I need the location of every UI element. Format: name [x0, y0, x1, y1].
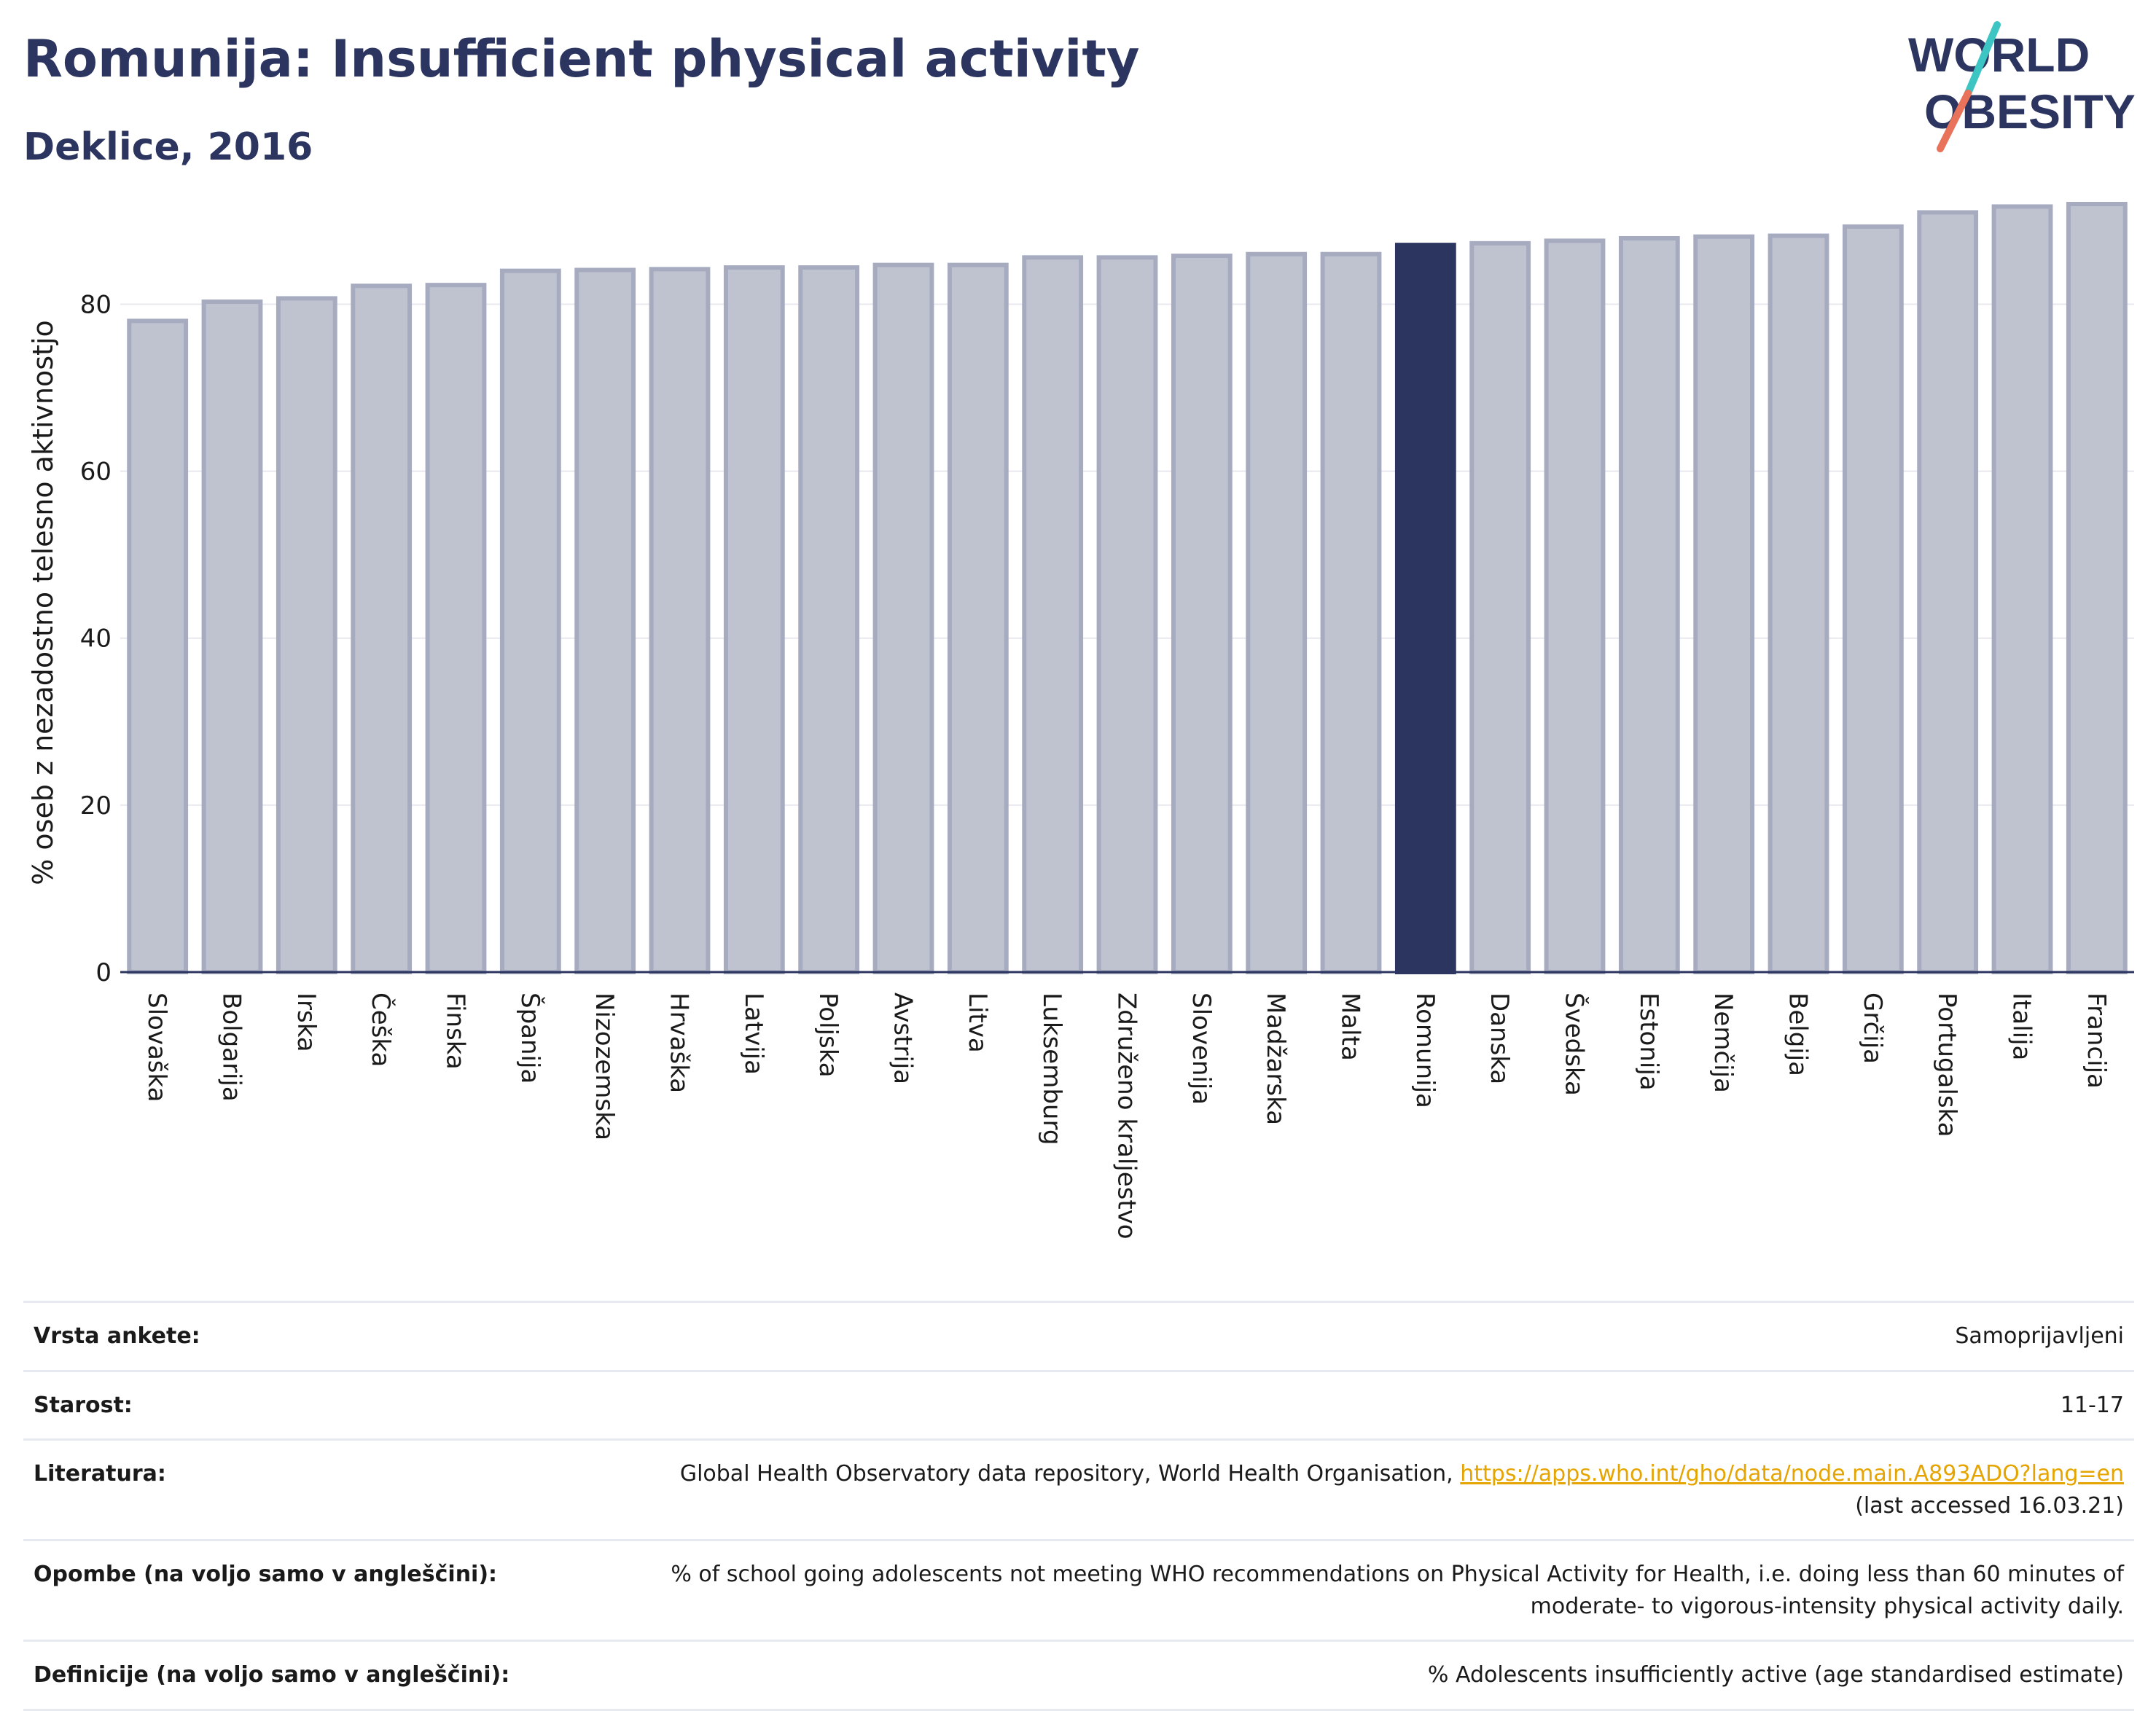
info-row-notes: Opombe (na voljo samo v angleščini): % o… [23, 1540, 2134, 1641]
x-tick-label: Belgija [1784, 992, 1813, 1076]
x-tick-label: Irska [292, 992, 321, 1052]
bar [1917, 210, 1979, 974]
bar [1022, 255, 1084, 975]
x-tick-label: Nemčija [1708, 992, 1738, 1093]
x-tick-label: Slovenija [1187, 992, 1216, 1105]
info-row-literature: Literatura: Global Health Observatory da… [23, 1439, 2134, 1540]
x-tick-label: Češka [366, 992, 396, 1067]
literature-source: Global Health Observatory data repositor… [679, 1461, 1453, 1487]
bar [1693, 234, 1755, 974]
bar [798, 265, 860, 974]
x-tick-label: Francija [2082, 992, 2111, 1089]
info-key: Opombe (na voljo samo v angleščini): [34, 1562, 498, 1587]
bar [723, 265, 785, 974]
y-tick-label: 80 [80, 290, 112, 319]
page-title: Romunija: Insufficient physical activity [23, 29, 1140, 89]
info-key: Definicije (na voljo samo v angleščini): [34, 1662, 510, 1688]
literature-link[interactable]: https://apps.who.int/gho/data/node.main.… [1460, 1461, 2124, 1487]
bar [351, 283, 413, 974]
y-tick-label: 60 [80, 458, 112, 487]
y-axis-label: % oseb z nezadostno telesno aktivnostjo [27, 320, 59, 885]
bar [1768, 233, 1829, 974]
bar [1096, 255, 1158, 975]
bar [1320, 251, 1382, 974]
bar [425, 283, 487, 975]
logo-line1: WORLD [1908, 28, 2090, 82]
world-obesity-logo: WORLD OBESITY [1908, 21, 2136, 152]
x-tick-label: Grčija [1858, 992, 1887, 1064]
x-tick-label: Slovaška [142, 992, 171, 1102]
bar [947, 262, 1009, 974]
x-tick-label: Španija [515, 992, 545, 1084]
bar [649, 267, 711, 975]
bar [127, 318, 189, 974]
x-tick-label: Italija [2007, 992, 2036, 1060]
bar-chart: 0 20 40 60 80 % oseb z nezadostno telesno akt… [27, 202, 2134, 1240]
bar [1991, 204, 2053, 974]
x-tick-label: Švedska [1560, 992, 1590, 1096]
x-tick-label: Hrvaška [665, 992, 694, 1093]
x-tick-label: Avstrija [888, 992, 918, 1084]
bar [1246, 251, 1308, 974]
bar [1469, 240, 1531, 974]
x-tick-label: Madžarska [1261, 992, 1290, 1125]
x-tick-label: Portugalska [1932, 992, 1961, 1137]
info-row-definitions: Definicije (na voljo samo v angleščini):… [23, 1640, 2134, 1710]
bar [276, 296, 337, 975]
x-tick-label: Nizozemska [590, 992, 619, 1140]
info-table: Vrsta ankete: Samoprijavljeni Starost: 1… [23, 1301, 2134, 1711]
info-value: % Adolescents insufficiently active (age… [1427, 1662, 2124, 1688]
logo-slash-top [1964, 21, 2001, 97]
info-value-literature: Global Health Observatory data repositor… [554, 1440, 2134, 1540]
info-row-age: Starost: 11-17 [23, 1371, 2134, 1440]
bar [499, 268, 561, 974]
x-tick-label: Luksemburg [1037, 992, 1066, 1145]
x-tick-label: Romunija [1410, 992, 1440, 1108]
info-key: Vrsta ankete: [34, 1323, 200, 1349]
bar [574, 267, 636, 974]
info-value: Samoprijavljeni [1955, 1323, 2124, 1349]
bar [1171, 254, 1233, 974]
literature-accessed: (last accessed 16.03.21) [1855, 1492, 2124, 1519]
x-tick-label: Malta [1336, 992, 1365, 1061]
info-value: 11-17 [2060, 1392, 2124, 1418]
x-tick-label: Estonija [1634, 992, 1663, 1091]
x-tick-label: Bolgarija [217, 992, 246, 1102]
bar [1394, 243, 1456, 974]
bar [1842, 224, 1904, 974]
info-row-survey: Vrsta ankete: Samoprijavljeni [23, 1301, 2134, 1371]
x-tick-label: Poljska [813, 992, 843, 1078]
x-tick-label: Danska [1485, 992, 1514, 1084]
x-tick-label: Združeno kraljestvo [1112, 992, 1141, 1240]
bar [2066, 202, 2128, 974]
x-tick-label: Finska [441, 992, 470, 1070]
y-tick-label: 20 [80, 791, 112, 821]
logo-slash-bottom [1937, 90, 1972, 152]
bar [1544, 238, 1606, 974]
bar [872, 262, 934, 974]
info-value: % of school going adolescents not meetin… [671, 1562, 2124, 1619]
y-tick-label: 0 [95, 958, 112, 987]
info-key: Starost: [34, 1392, 133, 1418]
page-subtitle: Deklice, 2016 [23, 125, 313, 169]
x-tick-label: Litva [963, 992, 992, 1053]
info-key: Literatura: [34, 1461, 166, 1487]
y-tick-label: 40 [80, 625, 112, 654]
x-tick-label: Latvija [739, 992, 768, 1075]
bar [1618, 235, 1680, 974]
bar [201, 299, 263, 974]
